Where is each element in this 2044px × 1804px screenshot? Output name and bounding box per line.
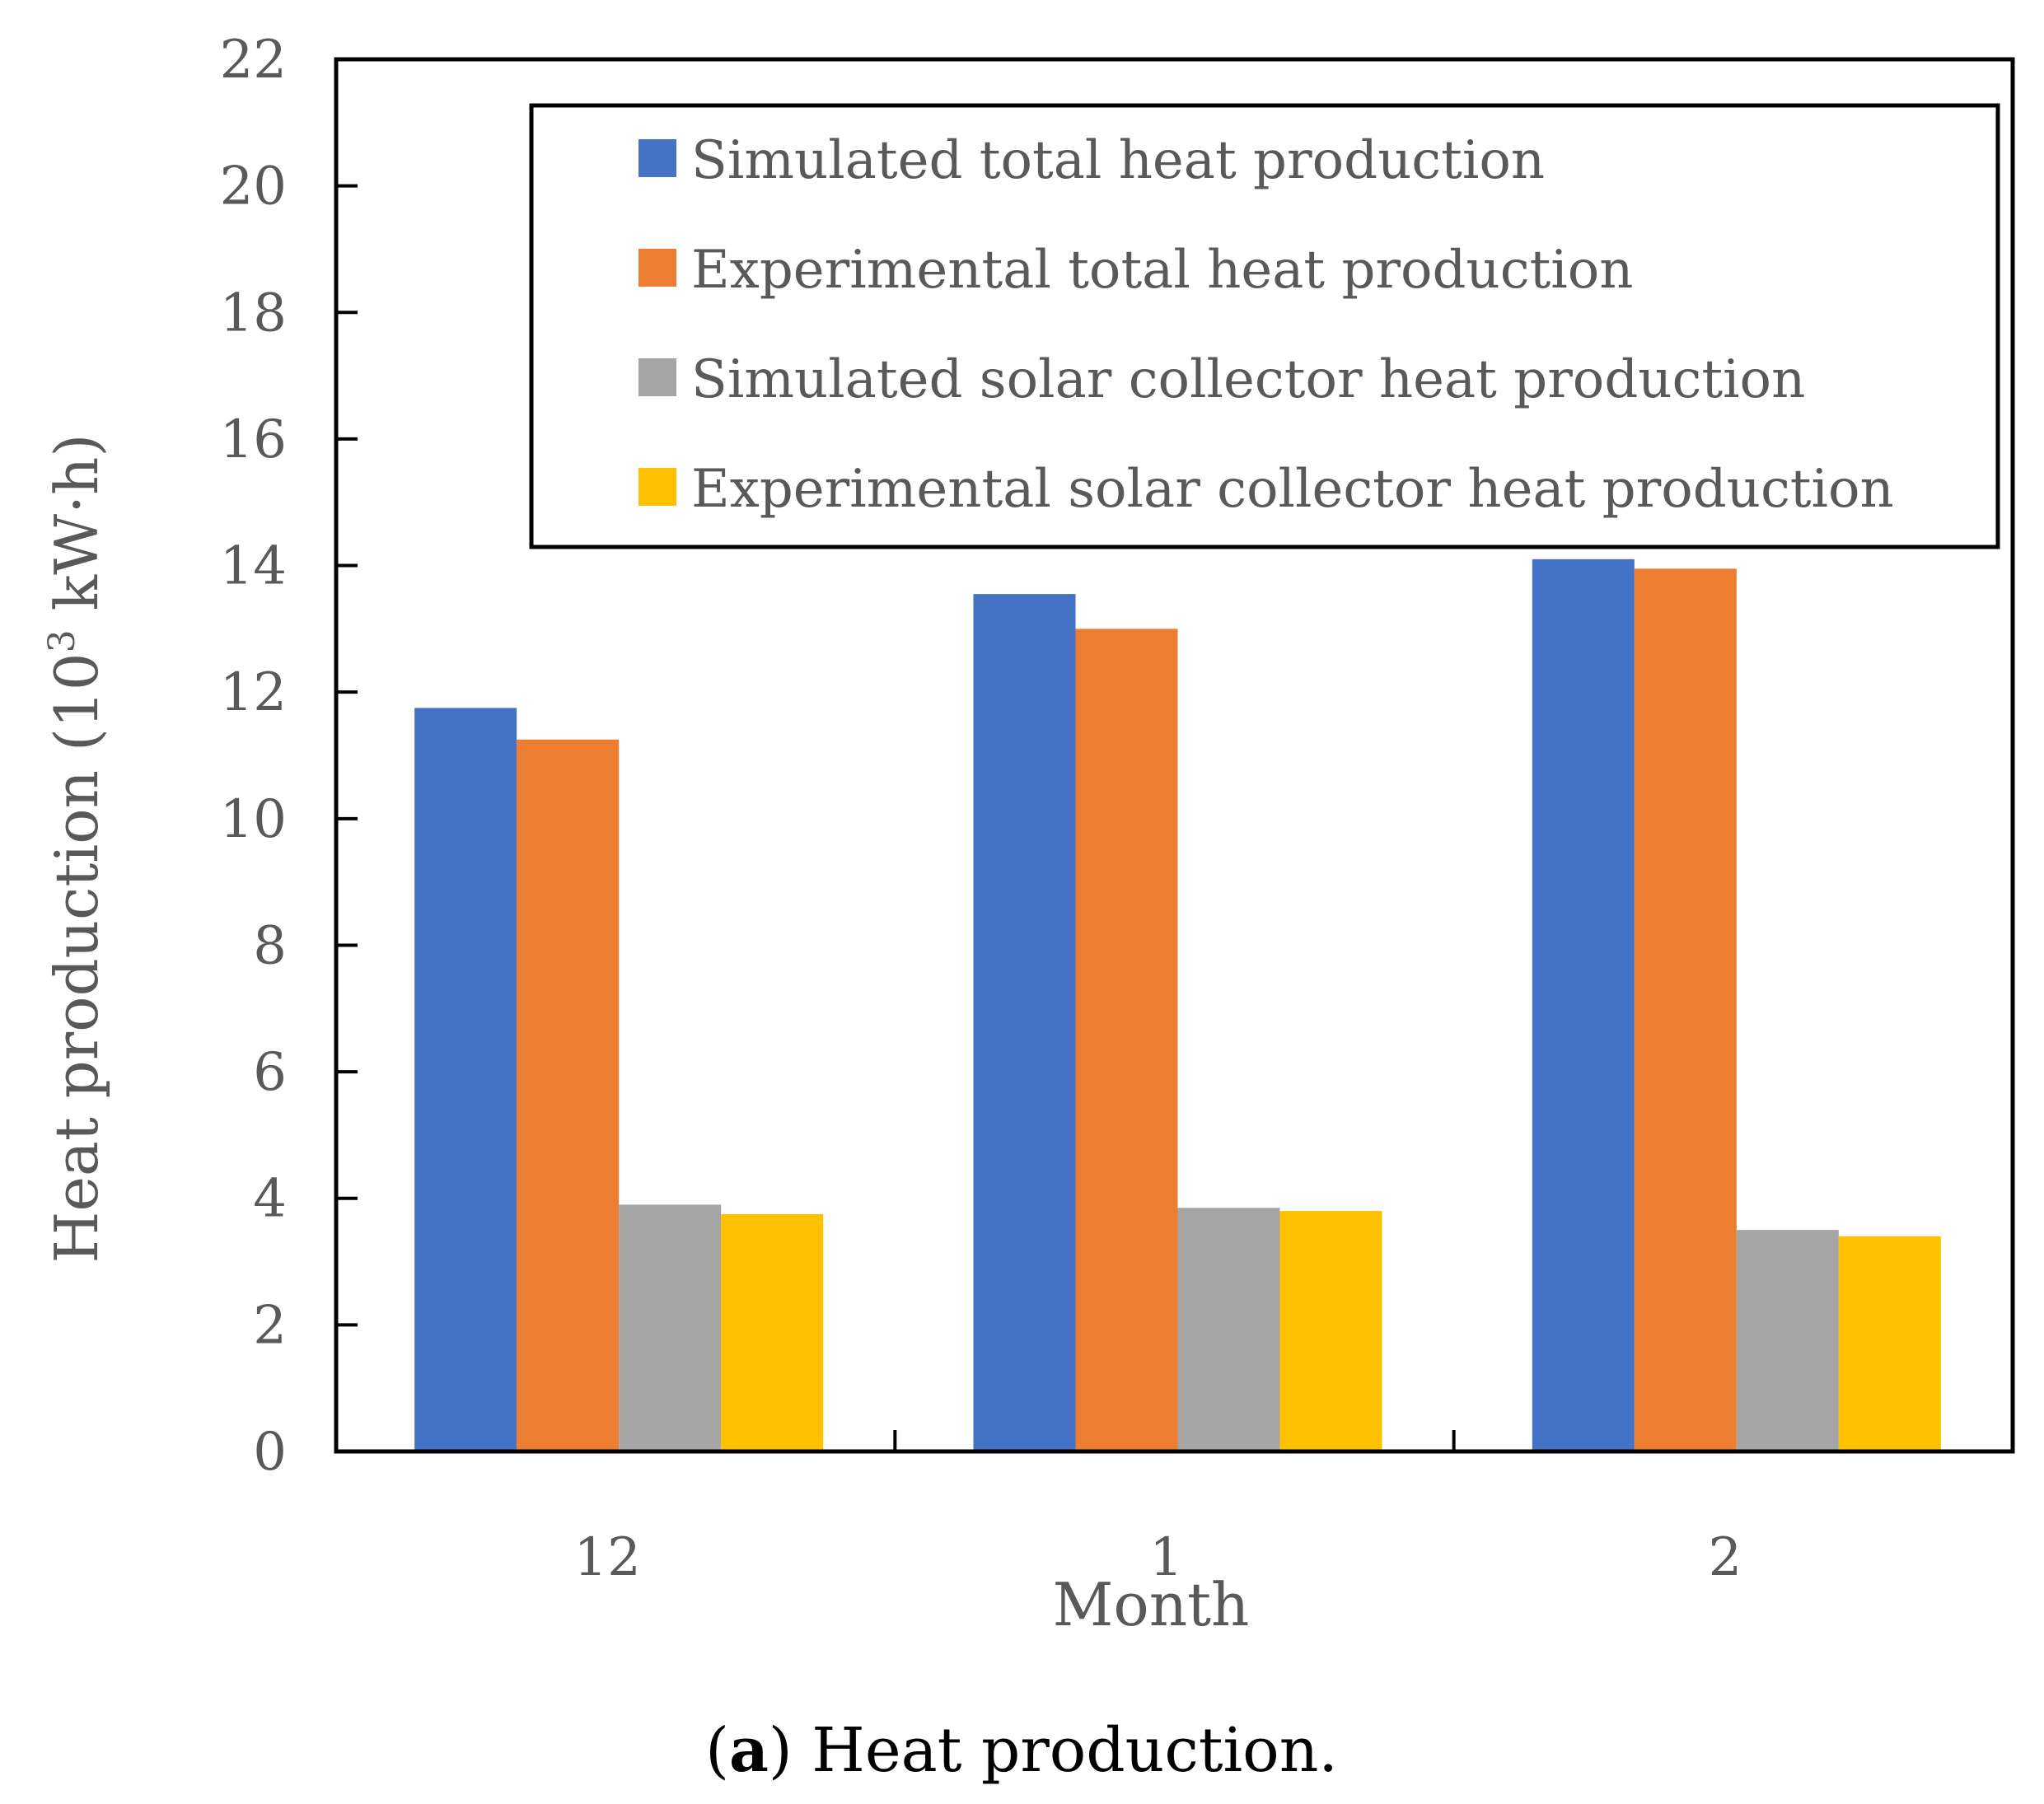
y-axis-tick-labels: 0 2 4 6 8 10 12 14 16 18 20 22 — [220, 30, 287, 1483]
y-axis-title-unit: kW·h) — [42, 434, 111, 630]
y-axis-title-superscript: 3 — [41, 629, 83, 652]
figure-caption: (a) Heat production. — [705, 1715, 1338, 1786]
legend-swatch-1 — [638, 139, 676, 177]
bar-2-series-2 — [1634, 568, 1737, 1451]
bar-1-series-1 — [973, 594, 1076, 1451]
legend-label-1: Simulated total heat production — [691, 130, 1545, 191]
y-tick-label-0: 0 — [253, 1422, 287, 1483]
x-tick-label-2: 2 — [1708, 1527, 1742, 1588]
bar-12-series-3 — [619, 1204, 722, 1451]
caption-open: ( — [705, 1715, 729, 1786]
y-tick-label-4: 4 — [253, 1169, 287, 1230]
y-axis-title-main: Heat production (10 — [42, 652, 111, 1263]
bar-2-series-1 — [1532, 558, 1635, 1451]
bar-12-series-2 — [517, 739, 620, 1451]
bars — [336, 558, 2013, 1454]
x-axis-title: Month — [1053, 1570, 1250, 1639]
legend-swatch-2 — [638, 249, 676, 287]
legend-swatch-3 — [638, 358, 676, 396]
y-tick-label-16: 16 — [220, 409, 287, 470]
caption-text: ) Heat production. — [769, 1715, 1338, 1786]
bar-1-series-4 — [1279, 1211, 1382, 1451]
bar-2-series-3 — [1736, 1230, 1839, 1451]
y-tick-label-6: 6 — [253, 1042, 287, 1103]
y-axis-ticks — [336, 58, 358, 1453]
legend-swatch-4 — [638, 468, 676, 506]
x-tick-label-12: 12 — [573, 1527, 640, 1588]
x-axis-tick-labels: 12 1 2 — [573, 1527, 1742, 1588]
y-tick-label-8: 8 — [253, 915, 287, 976]
legend-label-3: Simulated solar collector heat productio… — [691, 349, 1805, 410]
legend-label-4: Experimental solar collector heat produc… — [691, 459, 1894, 520]
bar-1-series-2 — [1075, 629, 1178, 1451]
bar-2-series-4 — [1838, 1236, 1941, 1451]
caption-letter: a — [729, 1715, 769, 1786]
x-tick-label-1: 1 — [1149, 1527, 1183, 1588]
y-tick-label-18: 18 — [220, 283, 287, 344]
y-tick-label-14: 14 — [220, 536, 287, 597]
y-tick-label-10: 10 — [220, 789, 287, 850]
legend-items: Simulated total heat production Experimen… — [638, 130, 1894, 520]
x-axis-ticks — [893, 1430, 1456, 1451]
y-axis-title: Heat production (103 kW·h) — [41, 434, 111, 1264]
bar-12-series-4 — [721, 1213, 824, 1451]
legend-label-2: Experimental total heat production — [691, 240, 1634, 301]
legend-box — [529, 103, 2000, 549]
y-tick-label-12: 12 — [220, 662, 287, 723]
y-tick-label-2: 2 — [253, 1295, 287, 1356]
y-tick-label-20: 20 — [220, 157, 287, 217]
legend: Simulated total heat production Experimen… — [529, 103, 2000, 549]
bar-1-series-3 — [1177, 1208, 1280, 1451]
y-tick-label-22: 22 — [220, 30, 287, 91]
bar-12-series-1 — [414, 708, 517, 1451]
